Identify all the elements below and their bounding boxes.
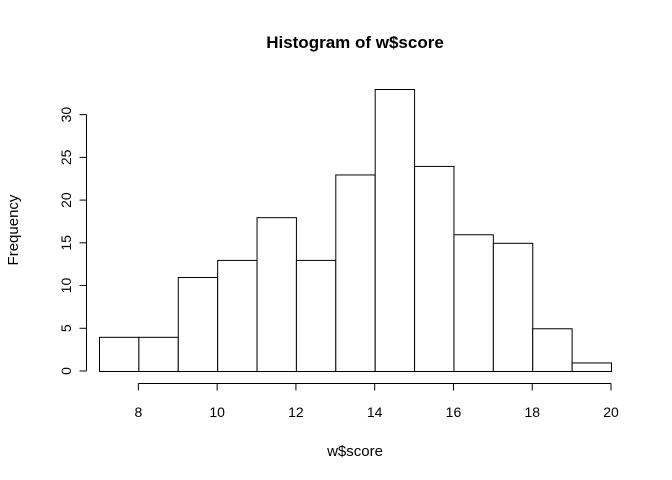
histogram-bar-7 [335, 174, 376, 372]
histogram-bar-1 [99, 336, 140, 372]
histogram-bar-4 [217, 259, 258, 372]
y-tick-label-15: 15 [58, 235, 74, 251]
y-tick-label-10: 10 [58, 278, 74, 294]
x-tick-label-18: 18 [524, 404, 540, 420]
y-tick-label-0: 0 [58, 367, 74, 375]
y-tick-label-5: 5 [58, 324, 74, 332]
y-axis: 0 5 10 15 20 25 30 [58, 107, 87, 375]
x-tick-label-8: 8 [134, 404, 142, 420]
x-axis: 8 10 12 14 16 18 20 [134, 383, 619, 420]
chart-title: Histogram of w$score [266, 33, 444, 52]
x-axis-label: w$score [326, 443, 383, 460]
histogram-bar-3 [177, 277, 219, 372]
x-tick-label-14: 14 [367, 404, 383, 420]
x-tick-label-10: 10 [209, 404, 225, 420]
x-tick-label-20: 20 [603, 404, 619, 420]
y-tick-label-25: 25 [58, 149, 74, 165]
histogram-bar-11 [492, 242, 534, 372]
x-tick-label-16: 16 [446, 404, 462, 420]
histogram-bar-5 [256, 217, 297, 372]
histogram-bar-8 [374, 89, 416, 372]
y-tick-label-30: 30 [58, 107, 74, 123]
histogram-bar-9 [414, 165, 455, 372]
y-tick-label-20: 20 [58, 192, 74, 208]
y-axis-label: Frequency [5, 194, 22, 265]
histogram-bar-12 [532, 328, 573, 373]
histogram-bar-10 [453, 234, 494, 372]
histogram-bar-13 [571, 362, 612, 373]
histogram-bar-6 [295, 259, 337, 372]
histogram-bars [99, 89, 612, 373]
x-tick-label-12: 12 [288, 404, 304, 420]
histogram-bar-2 [138, 336, 179, 372]
